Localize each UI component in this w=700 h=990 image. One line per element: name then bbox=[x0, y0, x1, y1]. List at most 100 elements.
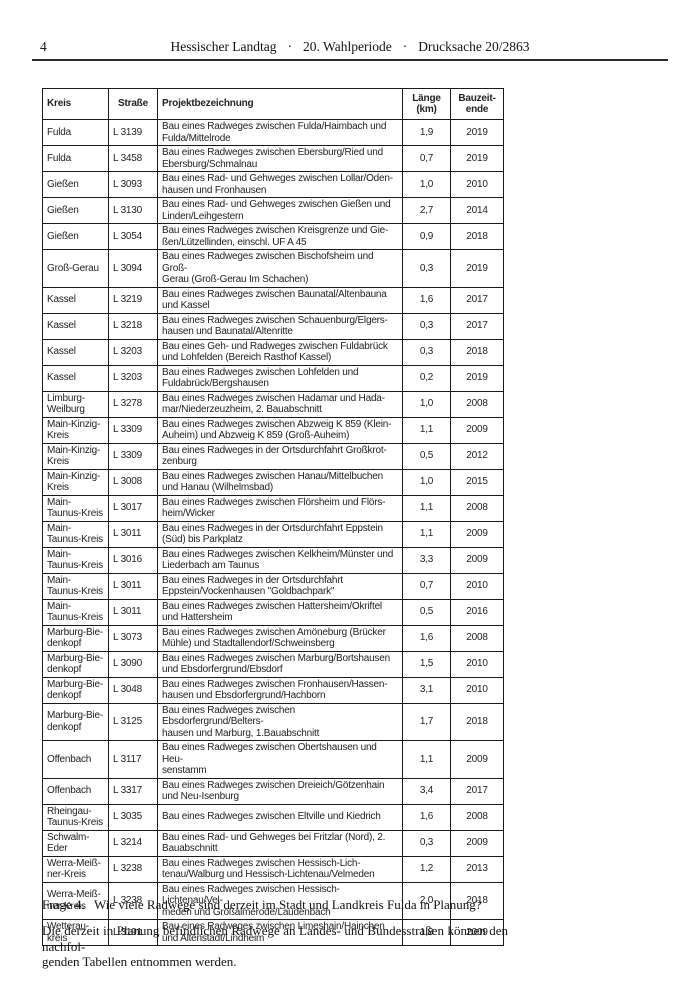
cell-projektbezeichnung: Bau eines Radweges zwischen Limeshain/Ha… bbox=[157, 919, 403, 946]
cell-strasse: L 3017 bbox=[108, 494, 158, 522]
table-row: Kassel L 3219 Bau eines Radweges zwischen … bbox=[42, 286, 504, 314]
cell-projektbezeichnung: Bau eines Radweges zwischen Fronhausen/H… bbox=[157, 676, 403, 704]
table-row: Kassel L 3218 Bau eines Radweges zwischen … bbox=[42, 312, 504, 340]
cell-bauzeitende: 2009 bbox=[450, 520, 504, 548]
cell-bauzeitende: 2017 bbox=[450, 286, 504, 314]
cell-laenge: 1,1 bbox=[402, 416, 451, 444]
table-row: Main- Taunus-Kreis L 3011 Bau eines Radweg… bbox=[42, 572, 504, 600]
radweg-projects-table: Kreis Straße Projektbezeichnung Länge (k… bbox=[42, 88, 504, 946]
cell-strasse: L 3309 bbox=[108, 416, 158, 444]
cell-projektbezeichnung: Bau eines Radweges in der Ortsdurchfahrt… bbox=[157, 520, 403, 548]
cell-bauzeitende: 2009 bbox=[450, 416, 504, 444]
col-header-projektbezeichnung: Projektbezeichnung bbox=[157, 88, 403, 120]
table-row: Limburg- Weilburg L 3278 Bau eines Radwege… bbox=[42, 390, 504, 418]
cell-laenge: 1,0 bbox=[402, 171, 451, 198]
cell-strasse: L 3093 bbox=[108, 171, 158, 198]
cell-projektbezeichnung: Bau eines Rad- und Gehweges zwischen Lol… bbox=[157, 171, 403, 198]
cell-laenge: 1,5 bbox=[402, 650, 451, 678]
cell-projektbezeichnung: Bau eines Radweges in der Ortsdurchfahrt… bbox=[157, 572, 403, 600]
cell-laenge: 0,2 bbox=[402, 364, 451, 392]
cell-bauzeitende: 2012 bbox=[450, 442, 504, 470]
cell-laenge: 1,7 bbox=[402, 702, 451, 741]
cell-bauzeitende: 2015 bbox=[450, 468, 504, 496]
cell-laenge: 0,7 bbox=[402, 572, 451, 600]
cell-strasse: L 3238 bbox=[108, 855, 158, 883]
page-number: 4 bbox=[40, 39, 47, 54]
cell-kreis: Groß-Gerau bbox=[42, 249, 109, 288]
table-row: Schwalm- Eder L 3214 Bau eines Rad- und Ge… bbox=[42, 829, 504, 857]
cell-kreis: Main- Taunus-Kreis bbox=[42, 598, 109, 626]
table-row: Werra-Meiß- ner-Kreis L 3238 Bau eines Rad… bbox=[42, 855, 504, 883]
cell-bauzeitende: 2010 bbox=[450, 171, 504, 198]
cell-kreis: Fulda bbox=[42, 119, 109, 146]
table-row: Marburg-Bie- denkopf L 3125 Bau eines Radw… bbox=[42, 702, 504, 741]
cell-kreis: Kassel bbox=[42, 286, 109, 314]
cell-bauzeitende: 2008 bbox=[450, 624, 504, 652]
cell-strasse: L 3011 bbox=[108, 572, 158, 600]
cell-laenge: 3,1 bbox=[402, 676, 451, 704]
cell-laenge: 0,9 bbox=[402, 223, 451, 250]
cell-strasse: L 3191 bbox=[108, 919, 158, 946]
cell-kreis: Kassel bbox=[42, 312, 109, 340]
col-header-bauzeitende: Bauzeit- ende bbox=[450, 88, 504, 120]
table-row: Offenbach L 3317 Bau eines Radweges zwisch… bbox=[42, 777, 504, 805]
cell-bauzeitende: 2019 bbox=[450, 145, 504, 172]
table-row: Fulda L 3139 Bau eines Radweges zwischen F… bbox=[42, 119, 504, 146]
cell-bauzeitende: 2010 bbox=[450, 650, 504, 678]
cell-strasse: L 3309 bbox=[108, 442, 158, 470]
title-separator: · bbox=[287, 39, 293, 54]
table-row: Offenbach L 3117 Bau eines Radweges zwisch… bbox=[42, 740, 504, 779]
cell-projektbezeichnung: Bau eines Rad- und Gehweges bei Fritzlar… bbox=[157, 829, 403, 857]
cell-kreis: Marburg-Bie- denkopf bbox=[42, 650, 109, 678]
cell-bauzeitende: 2010 bbox=[450, 572, 504, 600]
cell-strasse: L 3073 bbox=[108, 624, 158, 652]
table-header-row: Kreis Straße Projektbezeichnung Länge (k… bbox=[42, 88, 504, 120]
table-row: Main- Taunus-Kreis L 3016 Bau eines Radweg… bbox=[42, 546, 504, 574]
cell-strasse: L 3094 bbox=[108, 249, 158, 288]
cell-projektbezeichnung: Bau eines Radweges zwischen Hanau/Mittel… bbox=[157, 468, 403, 496]
cell-kreis: Marburg-Bie- denkopf bbox=[42, 624, 109, 652]
question-text: Wie viele Radwege sind derzeit im Stadt … bbox=[94, 897, 482, 912]
cell-bauzeitende: 2018 bbox=[450, 338, 504, 366]
running-header: 4 Hessischer Landtag · 20. Wahlperiode · Dru… bbox=[32, 39, 668, 61]
cell-bauzeitende: 2009 bbox=[450, 919, 504, 946]
title-part-institution: Hessischer Landtag bbox=[170, 39, 277, 54]
cell-bauzeitende: 2019 bbox=[450, 119, 504, 146]
cell-bauzeitende: 2016 bbox=[450, 598, 504, 626]
cell-projektbezeichnung: Bau eines Rad- und Gehweges zwischen Gie… bbox=[157, 197, 403, 224]
cell-laenge: 0,5 bbox=[402, 598, 451, 626]
table-row: Gießen L 3093 Bau eines Rad- und Gehweges … bbox=[42, 171, 504, 198]
cell-strasse: L 3048 bbox=[108, 676, 158, 704]
document-title: Hessischer Landtag · 20. Wahlperiode · Druck… bbox=[32, 39, 668, 55]
col-header-laenge: Länge (km) bbox=[402, 88, 451, 120]
cell-strasse: L 3139 bbox=[108, 119, 158, 146]
cell-laenge: 1,1 bbox=[402, 494, 451, 522]
table-row: Groß-Gerau L 3094 Bau eines Radweges zwisc… bbox=[42, 249, 504, 288]
question-label: Frage 4. bbox=[42, 897, 85, 912]
table-row: Main- Taunus-Kreis L 3017 Bau eines Radweg… bbox=[42, 494, 504, 522]
cell-laenge: 3,4 bbox=[402, 777, 451, 805]
table-row: Main- Taunus-Kreis L 3011 Bau eines Radweg… bbox=[42, 598, 504, 626]
cell-strasse: L 3054 bbox=[108, 223, 158, 250]
table-row: Main- Taunus-Kreis L 3011 Bau eines Radweg… bbox=[42, 520, 504, 548]
table-row: Gießen L 3054 Bau eines Radweges zwischen … bbox=[42, 223, 504, 250]
cell-strasse: L 3218 bbox=[108, 312, 158, 340]
cell-projektbezeichnung: Bau eines Radweges zwischen Hessisch-Lic… bbox=[157, 881, 403, 920]
cell-strasse: L 3016 bbox=[108, 546, 158, 574]
cell-kreis: Main- Taunus-Kreis bbox=[42, 520, 109, 548]
cell-bauzeitende: 2008 bbox=[450, 390, 504, 418]
table-body: Fulda L 3139 Bau eines Radweges zwischen F… bbox=[42, 119, 504, 946]
cell-kreis: Gießen bbox=[42, 171, 109, 198]
cell-bauzeitende: 2017 bbox=[450, 777, 504, 805]
cell-kreis: Main-Kinzig- Kreis bbox=[42, 416, 109, 444]
cell-kreis: Wetterau- kreis bbox=[42, 919, 109, 946]
table-row: Rheingau- Taunus-Kreis L 3035 Bau eines Ra… bbox=[42, 803, 504, 831]
cell-strasse: L 3011 bbox=[108, 520, 158, 548]
cell-projektbezeichnung: Bau eines Radweges zwischen Fulda/Haimba… bbox=[157, 119, 403, 146]
cell-laenge: 1,0 bbox=[402, 390, 451, 418]
cell-projektbezeichnung: Bau eines Radweges zwischen Baunatal/Alt… bbox=[157, 286, 403, 314]
col-header-kreis: Kreis bbox=[42, 88, 109, 120]
cell-bauzeitende: 2009 bbox=[450, 740, 504, 779]
cell-projektbezeichnung: Bau eines Radweges zwischen Kelkheim/Mün… bbox=[157, 546, 403, 574]
cell-strasse: L 3458 bbox=[108, 145, 158, 172]
